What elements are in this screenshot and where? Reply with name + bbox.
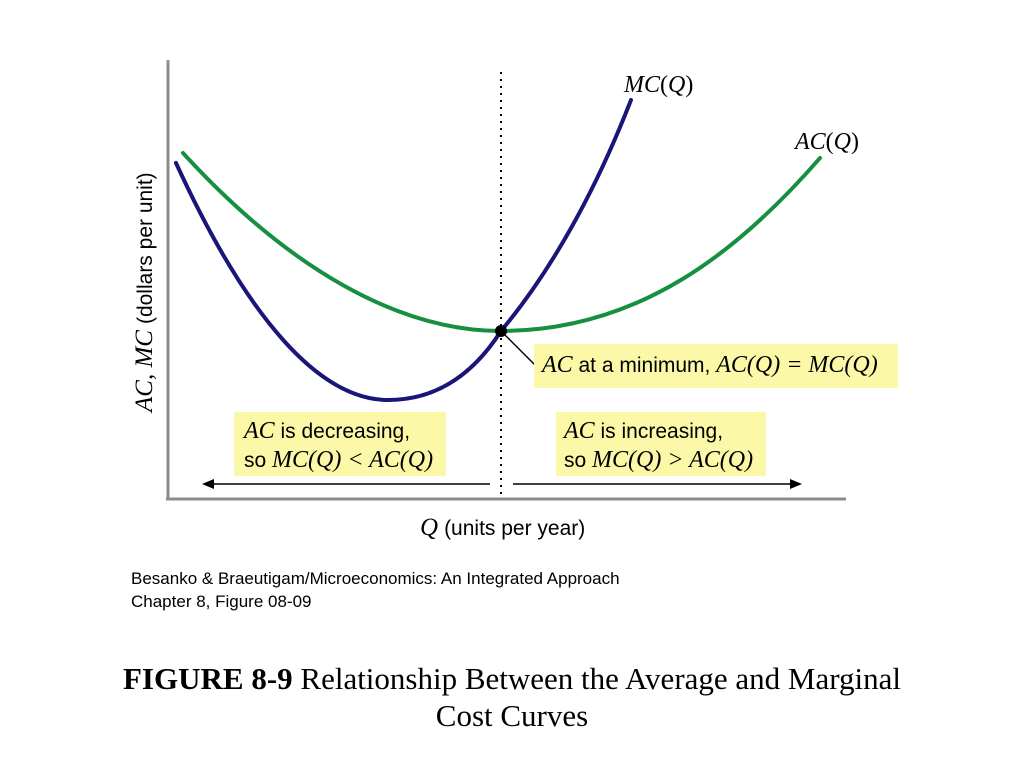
- callout-min-var: AC: [542, 352, 573, 378]
- callout-dec-var: AC: [244, 418, 275, 444]
- x-axis-label: Q (units per year): [420, 514, 585, 541]
- callout-min-expr: AC(Q) = MC(Q): [716, 352, 878, 378]
- callout-dec-so: so: [244, 448, 273, 472]
- callout-dec-expr: MC(Q) < AC(Q): [272, 446, 434, 473]
- callout-inc-expr: MC(Q) > AC(Q): [592, 446, 754, 473]
- source-line-1: Besanko & Braeutigam/Microeconomics: An …: [131, 569, 620, 588]
- callout-pointer: [500, 330, 537, 367]
- source-attribution: Besanko & Braeutigam/Microeconomics: An …: [131, 567, 620, 613]
- callout-inc-so: so: [564, 448, 593, 472]
- mc-curve: [174, 98, 633, 403]
- source-line-2: Chapter 8, Figure 08-09: [131, 592, 312, 611]
- y-axis-label: AC, MC(dollars per unit): [131, 172, 158, 414]
- left-arrow: [202, 479, 490, 489]
- cost-curves-chart: MC(Q) AC(Q) Q (units per year) AC, MC(dol…: [131, 60, 859, 541]
- increasing-callout: AC is increasing, so MC(Q) > AC(Q): [556, 412, 766, 476]
- ac-label: AC(Q): [793, 129, 859, 155]
- figure-caption: FIGURE 8-9 Relationship Between the Aver…: [112, 660, 912, 734]
- callout-inc-line1: is increasing,: [594, 420, 724, 443]
- right-arrow: [513, 479, 802, 489]
- figure-number: FIGURE 8-9: [123, 661, 293, 696]
- decreasing-callout: AC is decreasing, so MC(Q) < AC(Q): [234, 412, 446, 476]
- callout-dec-line1: is decreasing,: [274, 420, 411, 443]
- callout-inc-var: AC: [564, 418, 595, 444]
- minimum-callout: AC at a minimum, AC(Q) = MC(Q): [534, 344, 898, 388]
- minimum-point: [495, 325, 507, 337]
- callout-min-text: at a minimum,: [572, 354, 717, 377]
- mc-label: MC(Q): [623, 72, 693, 98]
- figure-title-text: Relationship Between the Average and Mar…: [292, 661, 901, 733]
